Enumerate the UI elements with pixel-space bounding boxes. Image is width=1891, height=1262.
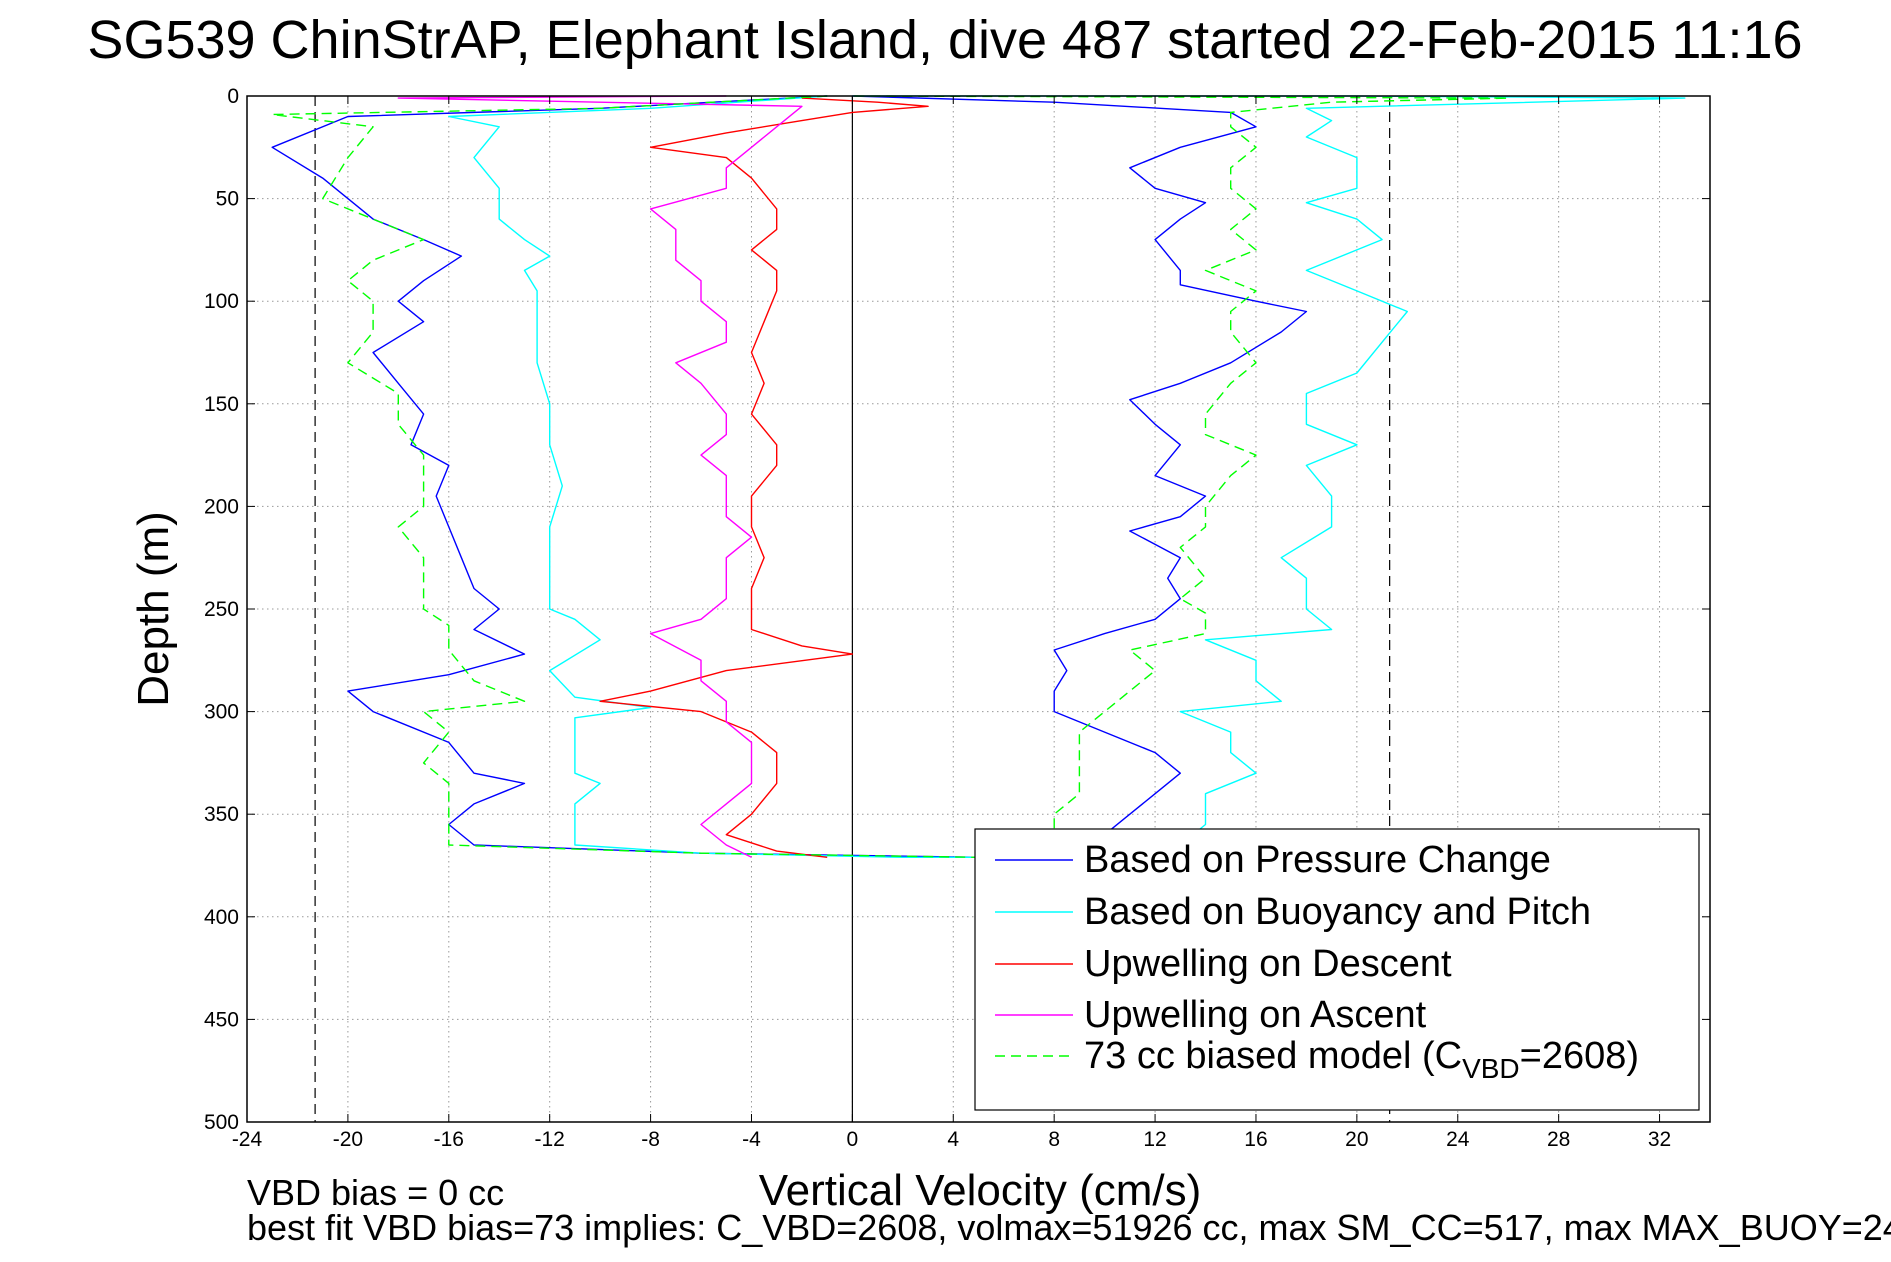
legend-label: Upwelling on Descent (1084, 943, 1452, 985)
y-ticks: 0 50 100 150 200 250 300 350 400 450 500 (204, 85, 1710, 1134)
x-ticks: -24 -20 -16 -12 -8 -4 0 4 8 12 16 20 24 28 32 (232, 96, 1671, 1151)
chart-title: SG539 ChinStrAP, Elephant Island, dive 4… (87, 10, 1802, 70)
y-tick-label: 50 (216, 188, 239, 211)
y-tick-label: 150 (204, 393, 239, 416)
y-tick-label: 0 (227, 85, 239, 108)
footer-line-2: best fit VBD bias=73 implies: C_VBD=2608… (247, 1207, 1891, 1248)
y-tick-label: 100 (204, 290, 239, 313)
footer-line-1: VBD bias = 0 cc (247, 1172, 504, 1213)
legend-label: 73 cc biased model (CVBD=2608) (1084, 1035, 1639, 1084)
x-tick-label: 16 (1244, 1128, 1267, 1151)
x-tick-label: -4 (742, 1128, 761, 1151)
series-73-cc-biased-model-cvbd-2608 (271, 95, 1509, 858)
y-tick-label: 200 (204, 495, 239, 518)
x-tick-label: -8 (641, 1128, 660, 1151)
x-tick-label: -12 (535, 1128, 565, 1151)
x-tick-label: -20 (333, 1128, 363, 1151)
x-tick-label: 28 (1547, 1128, 1570, 1151)
y-tick-label: 250 (204, 598, 239, 621)
y-axis-label: Depth (m) (129, 511, 178, 707)
series-based-on-pressure-change (271, 95, 1308, 858)
x-tick-label: 24 (1446, 1128, 1470, 1151)
legend-box (974, 828, 1700, 1111)
y-tick-label: 400 (204, 906, 239, 929)
x-tick-label: 12 (1143, 1128, 1166, 1151)
x-tick-label: 4 (947, 1128, 959, 1151)
series-upwelling-on-descent (599, 97, 929, 858)
x-tick-label: 20 (1345, 1128, 1368, 1151)
x-tick-label: -16 (434, 1128, 464, 1151)
series-based-on-buoyancy-and-pitch (448, 95, 1686, 858)
x-tick-label: -24 (232, 1128, 263, 1151)
x-tick-label: 32 (1648, 1128, 1671, 1151)
legend-label: Upwelling on Ascent (1084, 994, 1427, 1036)
x-tick-label: 8 (1048, 1128, 1060, 1151)
x-axis-label: Vertical Velocity (cm/s) (759, 1166, 1202, 1215)
y-tick-label: 500 (204, 1111, 239, 1134)
legend-label: Based on Pressure Change (1084, 839, 1551, 881)
x-tick-label: 0 (847, 1128, 859, 1151)
y-tick-label: 300 (204, 701, 239, 724)
legend: Based on Pressure Change Based on Buoyanc… (974, 828, 1700, 1111)
y-tick-label: 450 (204, 1008, 239, 1031)
series-layer (271, 95, 1686, 858)
legend-label: Based on Buoyancy and Pitch (1084, 891, 1591, 933)
y-tick-label: 350 (204, 803, 239, 826)
series-upwelling-on-ascent (397, 95, 803, 858)
